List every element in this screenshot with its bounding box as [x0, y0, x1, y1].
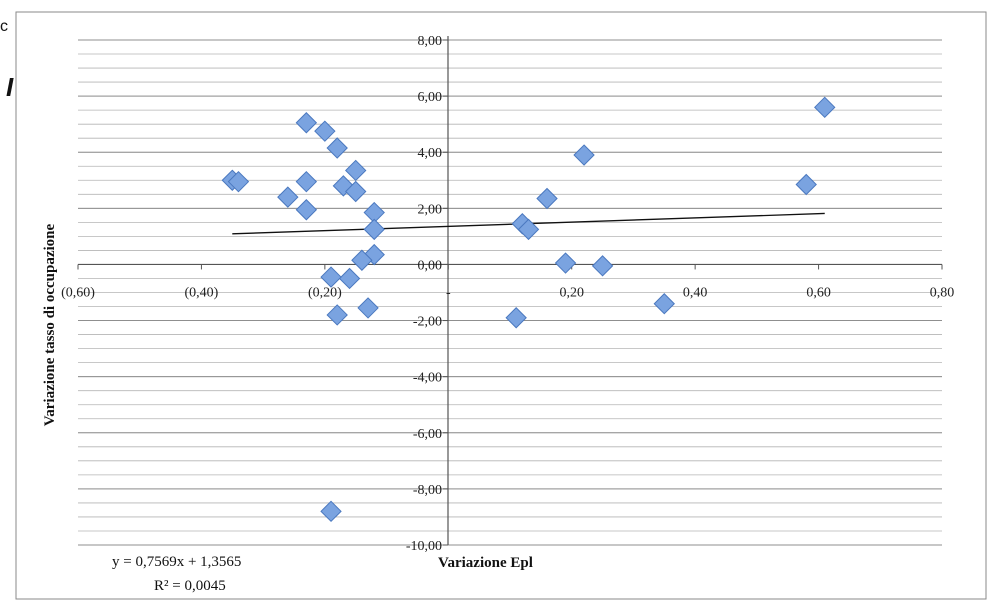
x-tick-label: -: [446, 285, 451, 300]
data-point: [591, 255, 614, 277]
y-axis-title: Variazione tasso di occupazione: [42, 223, 58, 426]
data-point: [320, 500, 342, 523]
x-tick-label: (0,60): [61, 285, 95, 300]
plot-border: [15, 11, 987, 600]
data-point: [320, 266, 342, 288]
data-point: [326, 304, 348, 326]
data-point: [295, 199, 318, 221]
x-tick-labels: (0,60) (0,40) (0,20) - 0,20 0,40 0,60 0,80: [61, 285, 954, 300]
y-tick-label: 2,00: [418, 202, 443, 217]
x-tick-label: (0,40): [185, 285, 219, 300]
x-tick-label: 0,60: [806, 285, 831, 300]
major-gridlines: [78, 39, 942, 546]
trendline-equation: y = 0,7569x + 1,3565: [112, 554, 241, 570]
data-point: [227, 170, 250, 193]
data-point: [573, 144, 595, 166]
data-points: [221, 96, 836, 523]
y-tick-label: 8,00: [418, 34, 443, 49]
y-tick-label: -6,00: [413, 427, 442, 442]
y-tick-label: 6,00: [418, 90, 443, 105]
data-point: [517, 218, 540, 241]
y-tick-label: 4,00: [418, 146, 443, 161]
data-point: [326, 137, 348, 159]
x-tick-label: 0,40: [683, 285, 708, 300]
stray-letter-left: I: [6, 72, 14, 102]
y-tick-label: -4,00: [413, 371, 442, 386]
data-point: [295, 170, 318, 193]
data-point: [338, 267, 361, 290]
data-point: [814, 96, 836, 119]
y-tick-label: -2,00: [413, 315, 442, 330]
x-tick-label: 0,80: [930, 285, 955, 300]
y-tick-label: 0,00: [418, 258, 443, 273]
data-point: [351, 249, 373, 271]
x-axis-title: Variazione Epl: [438, 555, 533, 571]
data-point: [277, 186, 299, 208]
data-point: [795, 173, 817, 196]
x-tick-label: (0,20): [308, 285, 342, 300]
data-point: [314, 120, 336, 142]
trendline-r2: R² = 0,0045: [154, 578, 226, 594]
data-point: [653, 293, 675, 315]
data-point: [357, 297, 379, 319]
data-point: [363, 218, 385, 241]
data-point: [536, 187, 558, 210]
data-point: [345, 180, 367, 203]
axes: [77, 36, 943, 546]
x-tick-label: 0,20: [559, 285, 584, 300]
data-point: [345, 159, 367, 182]
stray-letter-top: c: [0, 18, 8, 35]
data-point: [554, 252, 577, 274]
y-tick-label: -8,00: [413, 483, 442, 498]
data-point: [295, 112, 318, 134]
data-point: [505, 307, 527, 329]
y-tick-label: -10,00: [406, 539, 442, 554]
y-tick-labels: 8,00 6,00 4,00 2,00 0,00 -2,00 -4,00 -6,00 -8,00…: [406, 34, 442, 554]
